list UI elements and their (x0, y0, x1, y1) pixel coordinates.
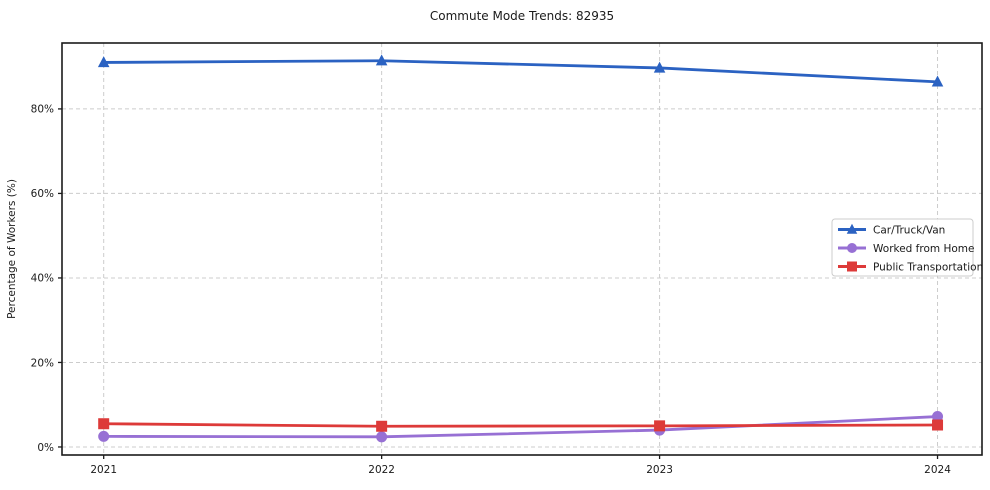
legend-label: Public Transportation (873, 261, 983, 273)
series-line (102, 422, 939, 428)
series-car-truck-van (97, 54, 944, 87)
y-tick-label: 0% (37, 442, 54, 454)
tick-labels-layer: 0% 20% 40% 60% 80% 2021 2022 2023 2024 (31, 104, 952, 476)
legend-entry: Worked from Home (838, 243, 974, 255)
series-public-transportation (98, 418, 944, 432)
marker-square (654, 420, 666, 432)
x-tick-label: 2024 (924, 464, 951, 476)
marker-triangle (931, 75, 944, 87)
y-tick-label: 60% (31, 188, 54, 200)
marker-triangle (846, 223, 858, 234)
marker-circle (376, 431, 388, 443)
tick-marks-layer (58, 108, 939, 459)
legend-label: Worked from Home (873, 243, 974, 255)
data-series-layer (97, 54, 944, 443)
marker-square (376, 420, 388, 432)
marker-square (932, 419, 944, 431)
plot-border (61, 42, 983, 456)
y-tick-label: 80% (31, 104, 54, 116)
marker-triangle (653, 61, 666, 73)
marker-triangle (97, 56, 110, 68)
marker-triangle (375, 54, 388, 66)
gridlines-layer (62, 43, 982, 455)
y-tick-label: 20% (31, 357, 54, 369)
marker-circle (847, 243, 857, 253)
legend: Car/Truck/Van Worked from Home Public Tran… (831, 218, 983, 277)
marker-square (98, 418, 110, 430)
legend-entry: Public Transportation (838, 261, 983, 273)
x-tick-label: 2023 (646, 464, 673, 476)
legend-box (831, 218, 974, 277)
marker-circle (932, 411, 944, 423)
marker-circle (98, 430, 110, 442)
axes-spines-layer (61, 42, 983, 456)
chart-title: Commute Mode Trends: 82935 (430, 9, 614, 23)
series-line (102, 415, 939, 439)
legend-label: Car/Truck/Van (873, 224, 945, 236)
marker-square (847, 261, 857, 272)
x-tick-label: 2021 (90, 464, 117, 476)
y-tick-label: 40% (31, 273, 54, 285)
legend-entry: Car/Truck/Van (838, 223, 945, 236)
series-line (102, 59, 939, 84)
x-tick-label: 2022 (368, 464, 395, 476)
y-axis-label: Percentage of Workers (%) (6, 179, 18, 319)
